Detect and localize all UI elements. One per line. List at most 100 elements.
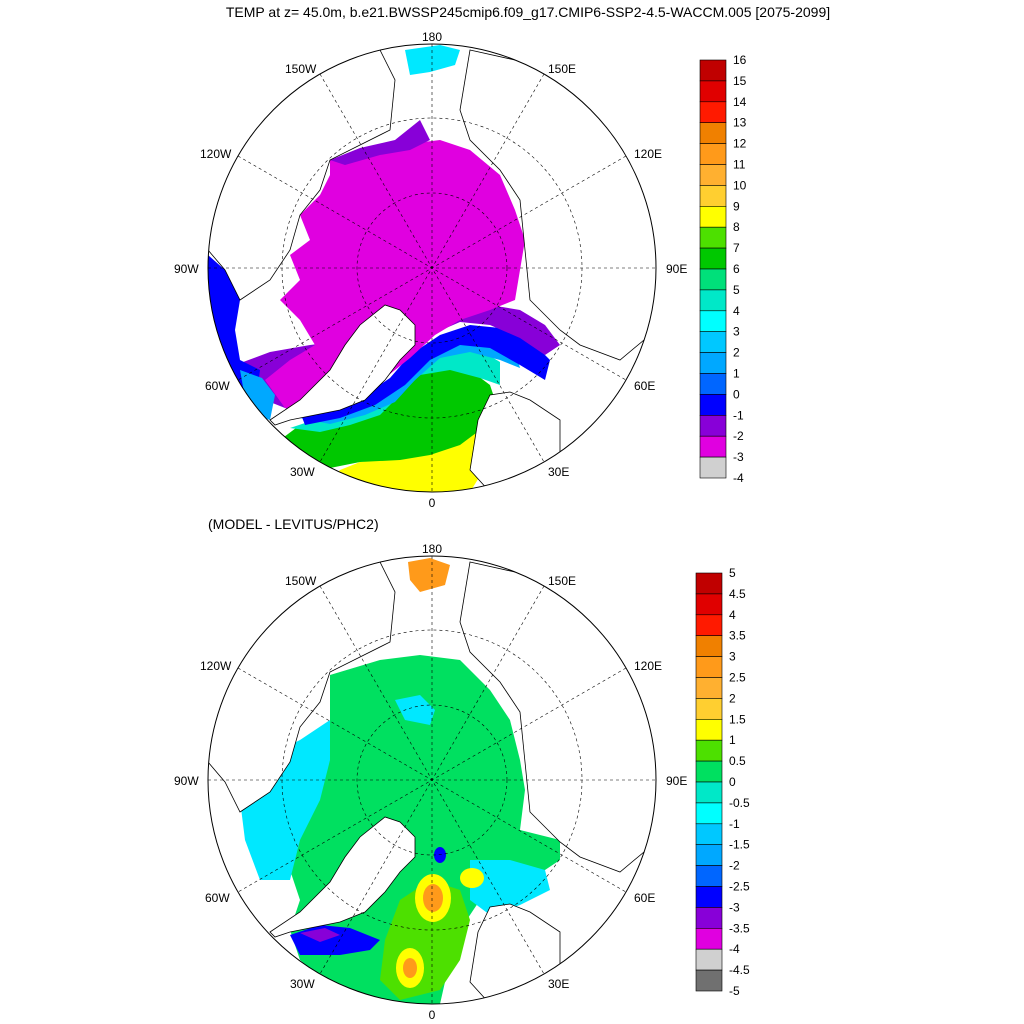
top-colorbar-swatch xyxy=(699,310,727,332)
top-lon-label: 60W xyxy=(205,379,230,393)
top-colorbar-swatch xyxy=(699,226,727,249)
bottom-lon-label: 150E xyxy=(548,574,576,588)
bottom-land-greenland xyxy=(269,816,416,938)
bottom-colorbar-swatch xyxy=(695,718,723,741)
top-longitude-labels: 180 0 90W 90E 150W 120W 150E 120E 60W 30… xyxy=(174,30,687,510)
bottom-colorbar-tick-label: -3 xyxy=(729,900,740,914)
top-colorbar-swatch xyxy=(699,414,727,437)
bottom-colorbar: 5 4.5 4 3.5 3 2.5 2 1.5 1 0.5 0 -0.5 -1 -1.5 -2 -2.5 -3 -… xyxy=(695,566,750,998)
top-colorbar-tick-label: 0 xyxy=(733,387,740,401)
bottom-lon-label: 60W xyxy=(205,891,230,905)
top-lon-label: 150E xyxy=(548,62,576,76)
bottom-field-cold-spot xyxy=(434,847,446,863)
bottom-colorbar-tick-label: 0.5 xyxy=(729,754,746,768)
bottom-colorbar-swatch xyxy=(695,865,723,887)
top-map-border xyxy=(207,43,657,493)
bottom-colorbar-swatch xyxy=(695,927,723,950)
bottom-field-warm-blob-3 xyxy=(460,868,484,888)
bottom-field-central-arctic xyxy=(290,655,560,1004)
bottom-colorbar-tick-label: 2.5 xyxy=(729,671,746,685)
top-field-chukchi-purple xyxy=(330,120,430,165)
top-land-greenland xyxy=(269,304,416,426)
bottom-colorbar-swatch xyxy=(695,593,723,616)
bottom-colorbar-tick-label: 3.5 xyxy=(729,629,746,643)
bottom-colorbar-swatch xyxy=(695,948,723,971)
top-lon-label: 30W xyxy=(290,465,315,479)
top-colorbar-tick-label: 12 xyxy=(733,137,747,151)
top-colorbar-tick-label: 16 xyxy=(733,53,747,67)
top-lon-label: 30E xyxy=(548,465,569,479)
bottom-colorbar-swatch xyxy=(695,739,723,762)
top-colorbar-swatch xyxy=(699,394,727,416)
bottom-lon-label: 180 xyxy=(422,542,442,556)
top-colorbar-tick-label: 11 xyxy=(733,158,746,172)
top-colorbar-swatch xyxy=(699,373,727,395)
top-lon-label: 150W xyxy=(285,62,317,76)
bottom-lon-label: 0 xyxy=(429,1008,436,1022)
top-colorbar-tick-label: 15 xyxy=(733,74,747,88)
top-colorbar-tick-label: -2 xyxy=(733,429,744,443)
top-colorbar-tick-label: 1 xyxy=(733,367,740,381)
bottom-colorbar-tick-label: -5 xyxy=(729,984,740,998)
top-field-atlantic-warm xyxy=(320,395,505,492)
bottom-colorbar-tick-label: 5 xyxy=(729,566,736,580)
top-colorbar-swatch xyxy=(699,352,727,374)
top-polar-map xyxy=(207,43,657,493)
bottom-lon-label: 90E xyxy=(666,774,687,788)
bottom-colorbar-tick-label: 0 xyxy=(729,775,736,789)
top-lon-label: 120W xyxy=(200,147,232,161)
bottom-field-bering-warm xyxy=(408,558,450,592)
bottom-colorbar-swatch xyxy=(695,907,723,929)
top-lon-label: 120E xyxy=(634,147,662,161)
bottom-colorbar-swatch xyxy=(695,823,723,845)
top-lon-label: 90W xyxy=(174,262,199,276)
bottom-colorbar-tick-label: -4 xyxy=(729,942,740,956)
top-colorbar-swatch xyxy=(699,143,727,165)
bottom-colorbar-swatch xyxy=(695,698,723,720)
top-field-labrador-cyan xyxy=(240,370,275,420)
bottom-lon-label: 120E xyxy=(634,659,662,673)
top-colorbar-tick-label: -1 xyxy=(733,408,744,422)
top-colorbar-tick-label: 7 xyxy=(733,241,740,255)
top-lon-label: 180 xyxy=(422,30,442,44)
bottom-map-border xyxy=(207,555,657,1005)
top-colorbar-tick-label: 8 xyxy=(733,220,740,234)
top-colorbar-tick-label: 5 xyxy=(733,283,740,297)
bottom-colorbar-swatch xyxy=(695,614,723,636)
bottom-colorbar-tick-label: 1 xyxy=(729,733,736,747)
top-field-central-arctic xyxy=(265,140,525,408)
top-colorbar-tick-label: 14 xyxy=(733,95,747,109)
top-colorbar-swatch xyxy=(699,268,727,291)
figure-title: TEMP at z= 45.0m, b.e21.BWSSP245cmip6.f0… xyxy=(226,4,830,20)
top-colorbar-tick-label: 2 xyxy=(733,346,740,360)
bottom-lon-label: 120W xyxy=(200,659,232,673)
bottom-colorbar-tick-label: -3.5 xyxy=(729,921,750,935)
bottom-colorbar-swatch xyxy=(695,844,723,866)
bottom-field-cyan-pocket xyxy=(395,695,435,725)
top-field-bering-cyan xyxy=(405,45,460,75)
bottom-colorbar-tick-label: 2 xyxy=(729,691,736,705)
bottom-polar-map xyxy=(207,555,657,1005)
bottom-longitude-labels: 180 0 90W 90E 150W 120W 150E 120E 60W 30… xyxy=(174,542,687,1022)
top-colorbar-tick-label: 6 xyxy=(733,262,740,276)
bottom-lon-label: 30E xyxy=(548,977,569,991)
bottom-colorbar-tick-label: -2 xyxy=(729,859,740,873)
top-lon-label: 60E xyxy=(634,379,655,393)
bottom-colorbar-tick-label: -4.5 xyxy=(729,963,750,977)
top-colorbar-tick-label: -3 xyxy=(733,450,744,464)
bottom-lon-label: 150W xyxy=(285,574,317,588)
bottom-colorbar-tick-label: -2.5 xyxy=(729,880,750,894)
top-colorbar-tick-label: 10 xyxy=(733,178,747,192)
top-field-atlantic-green xyxy=(280,360,495,470)
top-colorbar-swatch xyxy=(699,164,727,186)
bottom-colorbar-tick-label: 4 xyxy=(729,608,736,622)
top-colorbar-swatch xyxy=(699,247,727,270)
top-colorbar-tick-label: -4 xyxy=(733,471,744,485)
bottom-field-cold-core xyxy=(300,928,340,942)
top-colorbar-tick-label: 3 xyxy=(733,325,740,339)
bottom-colorbar-swatch xyxy=(695,781,723,804)
top-colorbar-swatch xyxy=(699,101,727,124)
top-colorbar-swatch xyxy=(699,289,727,312)
bottom-lon-label: 90W xyxy=(174,774,199,788)
